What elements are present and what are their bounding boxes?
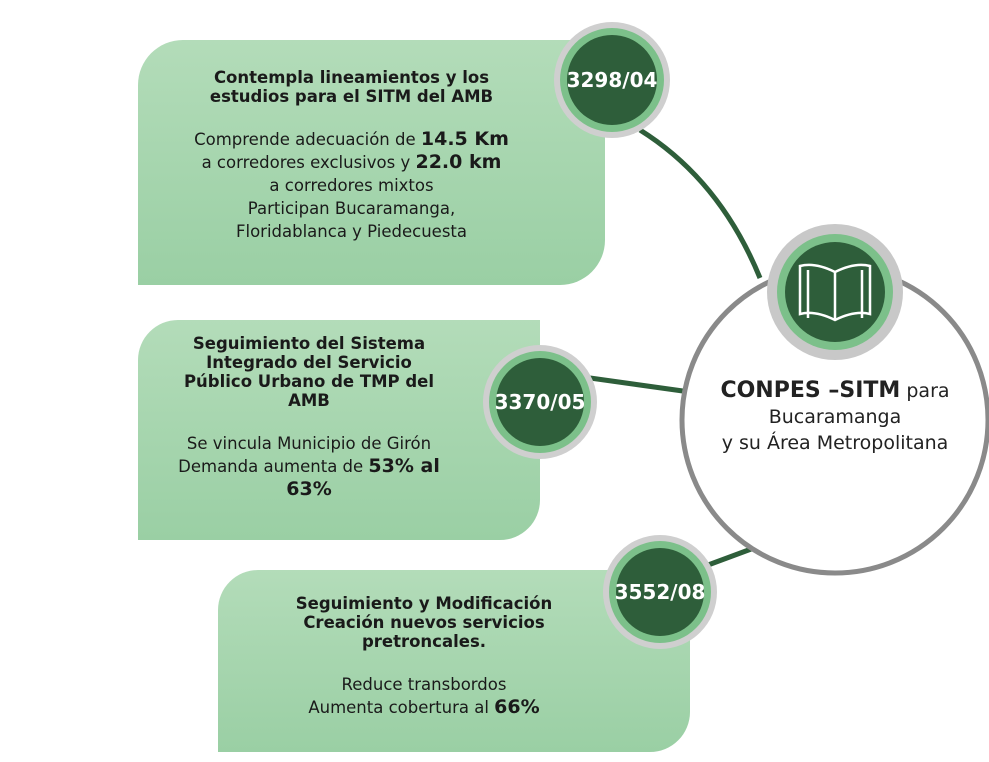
- body-line: Comprende adecuación de 14.5 Km: [158, 128, 545, 151]
- node-title: Seguimiento del Sistema Integrado del Ser…: [148, 334, 470, 410]
- body-line: Reduce transbordos: [238, 673, 610, 696]
- title-line: estudios para el SITM del AMB: [209, 87, 494, 106]
- title-line: pretroncales.: [361, 632, 487, 651]
- body-line: Se vincula Municipio de Girón: [148, 432, 470, 455]
- title-line: Seguimiento y Modificación: [295, 594, 553, 613]
- body-line: Demanda aumenta de 53% al: [148, 455, 470, 478]
- code-circle: [616, 548, 704, 636]
- node-body: Se vincula Municipio de Girón Demanda aum…: [148, 432, 470, 501]
- body-strong: 14.5 Km: [420, 128, 509, 150]
- body-text: Floridablanca y Piedecuesta: [236, 222, 467, 241]
- center-title: CONPES –SITM: [720, 378, 901, 403]
- title-line: Creación nuevos servicios: [303, 613, 545, 632]
- node-title: Seguimiento y Modificación Creación nuevo…: [238, 594, 610, 651]
- code-label: 3552/08: [615, 580, 706, 604]
- node-title: Contempla lineamientos y los estudios par…: [158, 68, 545, 106]
- center-text: para: [906, 380, 950, 402]
- title-line: Seguimiento del Sistema: [192, 334, 426, 353]
- body-strong: 53% al: [368, 455, 440, 477]
- title-line: Público Urbano de TMP del: [183, 372, 435, 391]
- connector: [638, 127, 763, 279]
- body-text: a corredores mixtos: [269, 176, 434, 195]
- body-strong: 66%: [494, 696, 540, 718]
- body-text: Comprende adecuación de: [194, 130, 416, 149]
- body-line: 63%: [148, 478, 470, 501]
- body-strong: 22.0 km: [415, 151, 502, 173]
- connector: [589, 375, 691, 395]
- body-line: Participan Bucaramanga,: [158, 197, 545, 220]
- code-label: 3370/05: [495, 390, 586, 414]
- body-text: Se vincula Municipio de Girón: [186, 434, 432, 453]
- body-line: a corredores mixtos: [158, 174, 545, 197]
- title-line: Contempla lineamientos y los: [213, 68, 490, 87]
- body-text: a corredores exclusivos y: [201, 153, 411, 172]
- body-text: Participan Bucaramanga,: [247, 199, 456, 218]
- center-line: y su Área Metropolitana: [721, 432, 949, 454]
- code-circle: [496, 358, 584, 446]
- title-line: Integrado del Servicio: [206, 353, 412, 372]
- center-line: Bucaramanga: [768, 406, 902, 428]
- code-circle: [567, 35, 657, 125]
- node-box: Contempla lineamientos y los estudios par…: [138, 40, 605, 285]
- body-text: Demanda aumenta de: [178, 457, 364, 476]
- book-icon: [798, 263, 872, 322]
- center-label: CONPES –SITM para Bucaramanga y su Área …: [680, 378, 989, 456]
- body-line: a corredores exclusivos y 22.0 km: [158, 151, 545, 174]
- node-body: Comprende adecuación de 14.5 Km a corredo…: [158, 128, 545, 243]
- body-line: Floridablanca y Piedecuesta: [158, 220, 545, 243]
- body-text: Aumenta cobertura al: [308, 698, 489, 717]
- code-label: 3298/04: [567, 68, 658, 92]
- body-strong: 63%: [286, 478, 332, 500]
- body-line: Aumenta cobertura al 66%: [238, 696, 610, 719]
- node-body: Reduce transbordos Aumenta cobertura al 6…: [238, 673, 610, 719]
- body-text: Reduce transbordos: [341, 675, 507, 694]
- node-box: Seguimiento del Sistema Integrado del Ser…: [138, 320, 540, 540]
- title-line: AMB: [288, 391, 330, 410]
